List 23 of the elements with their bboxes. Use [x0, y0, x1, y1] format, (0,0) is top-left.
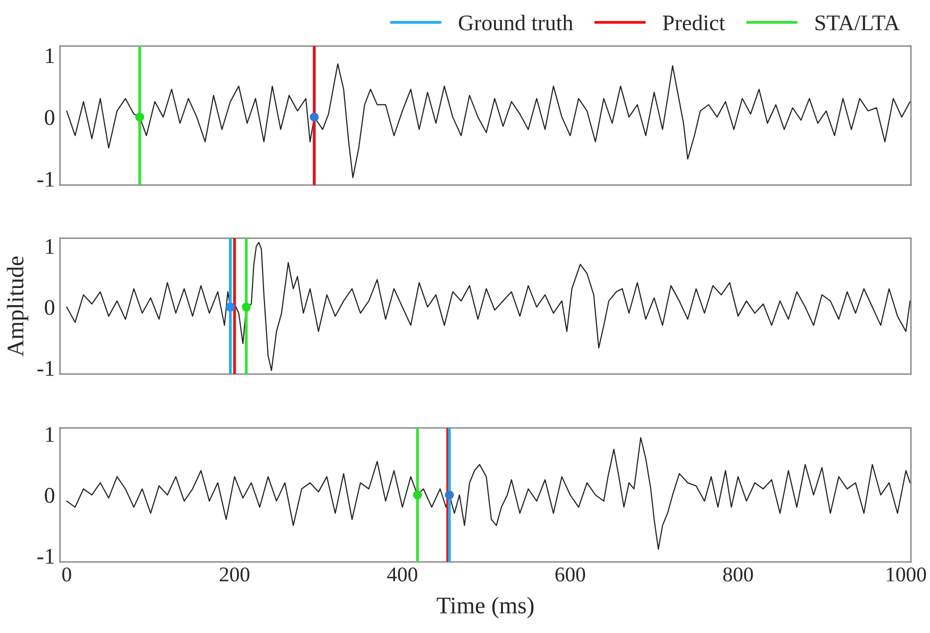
y-tick-label: 1: [46, 239, 54, 254]
x-tick-label: 200: [220, 567, 250, 582]
line-series: [66, 242, 911, 371]
line-series: [66, 437, 911, 550]
x-axis-title: Time (ms): [436, 596, 534, 618]
y-tick-label: 0: [44, 300, 54, 315]
y-tick-label: 1: [46, 48, 54, 63]
legend-label: Predict: [662, 14, 726, 30]
y-tick-label: 0: [44, 488, 54, 503]
x-tick-label: 600: [555, 567, 586, 582]
x-tick-label: 0: [62, 567, 72, 582]
y-tick-label: -1: [37, 361, 54, 376]
line-series: [66, 63, 911, 178]
y-tick-label: 1: [46, 427, 54, 442]
y-tick-label: -1: [37, 172, 54, 187]
y-tick-label: 0: [44, 110, 54, 125]
legend-label: STA/LTA: [816, 15, 900, 30]
x-tick-label: 800: [723, 567, 753, 582]
legend-label: Ground truth: [458, 14, 574, 30]
x-tick-label: 400: [387, 567, 418, 582]
y-axis-title: Amplitude: [6, 256, 28, 356]
y-tick-label: -1: [37, 548, 54, 564]
x-tick-label: 1000: [886, 567, 926, 582]
